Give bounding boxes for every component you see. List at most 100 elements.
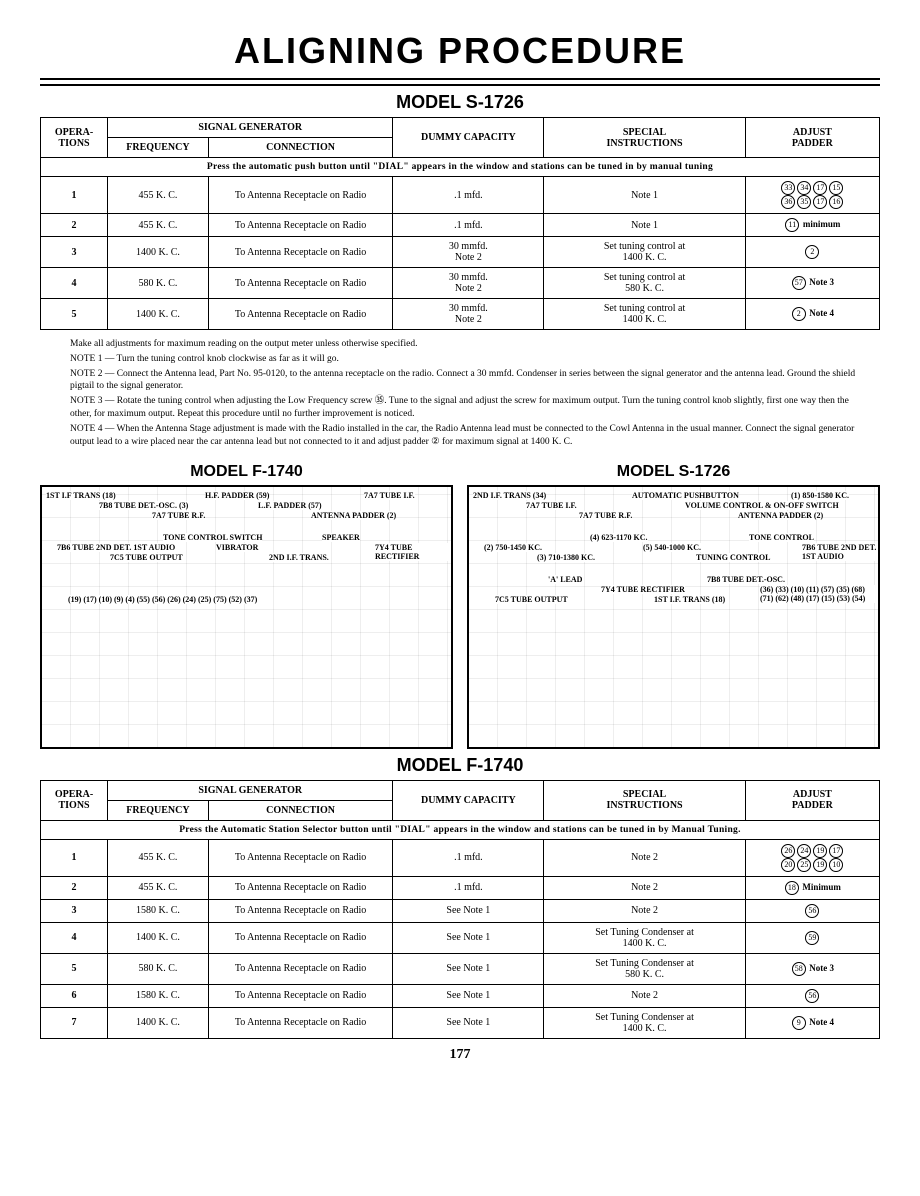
diagram-label: H.F. PADDER (59)	[205, 491, 269, 500]
th-special: SPECIALINSTRUCTIONS	[544, 118, 745, 158]
table-row: 2455 K. C.To Antenna Receptacle on Radio…	[41, 214, 880, 237]
table-cell: 3	[41, 237, 108, 268]
diagram-label: 7B8 TUBE DET.-OSC.	[707, 575, 785, 584]
table-cell: 30 mmfd.Note 2	[393, 299, 544, 330]
adjust-padder-cell: 59	[745, 922, 879, 953]
adjust-padder-cell: 58 Note 3	[745, 953, 879, 984]
model-s1726-title: MODEL S-1726	[40, 92, 880, 113]
adjust-padder-cell: 2	[745, 237, 879, 268]
table-cell: 455 K. C.	[108, 876, 209, 899]
note-item: NOTE 4 — When the Antenna Stage adjustme…	[70, 423, 860, 449]
padder-circle: 58	[792, 962, 806, 976]
th-operations-2: OPERA-TIONS	[41, 780, 108, 820]
table-cell: .1 mfd.	[393, 214, 544, 237]
table-cell: 30 mmfd.Note 2	[393, 268, 544, 299]
table-cell: To Antenna Receptacle on Radio	[208, 984, 393, 1007]
banner-s1726: Press the automatic push button until "D…	[41, 158, 880, 177]
diagram-label: ANTENNA PADDER (2)	[738, 511, 823, 520]
table-cell: To Antenna Receptacle on Radio	[208, 237, 393, 268]
diagram-label: (3) 710-1380 KC.	[537, 553, 595, 562]
padder-circle: 9	[792, 1016, 806, 1030]
table-cell: 1400 K. C.	[108, 922, 209, 953]
padder-circle: 36	[781, 195, 795, 209]
note-label: NOTE 1 —	[70, 354, 114, 364]
table-cell: Set Tuning Condenser at1400 K. C.	[544, 922, 745, 953]
table-row: 4580 K. C.To Antenna Receptacle on Radio…	[41, 268, 880, 299]
padder-circle: 33	[781, 181, 795, 195]
diagram-left: 1ST I.F TRANS (18)7B8 TUBE DET.-OSC. (3)…	[40, 485, 453, 749]
table-cell: To Antenna Receptacle on Radio	[208, 876, 393, 899]
diagram-label: (2) 750-1450 KC.	[484, 543, 542, 552]
padder-text: Note 4	[809, 1017, 834, 1027]
table-cell: Note 1	[544, 177, 745, 214]
diagram-label: L.F. PADDER (57)	[258, 501, 322, 510]
table-s1726: OPERA-TIONS SIGNAL GENERATOR DUMMY CAPAC…	[40, 117, 880, 330]
diagram-label: (36) (33) (10) (11) (57) (35) (68) (71) …	[760, 585, 878, 603]
diagram-label: TONE CONTROL	[749, 533, 814, 542]
padder-circle: 17	[829, 844, 843, 858]
table-cell: 1	[41, 177, 108, 214]
model-f1740-title: MODEL F-1740	[40, 755, 880, 776]
table-cell: To Antenna Receptacle on Radio	[208, 214, 393, 237]
diagram-right-title: MODEL S-1726	[467, 463, 880, 481]
padder-circle: 56	[805, 989, 819, 1003]
padder-circle: 25	[797, 858, 811, 872]
diagram-label: SPEAKER	[322, 533, 360, 542]
table-cell: Note 2	[544, 899, 745, 922]
padder-circle: 10	[829, 858, 843, 872]
adjust-padder-cell: 56	[745, 899, 879, 922]
diagram-label: 7Y4 TUBE RECTIFIER	[375, 543, 451, 561]
adjust-padder-cell: 2624191720251910	[745, 839, 879, 876]
table-cell: To Antenna Receptacle on Radio	[208, 268, 393, 299]
padder-circle: 24	[797, 844, 811, 858]
adjust-padder-cell: 56	[745, 984, 879, 1007]
table-cell: 1580 K. C.	[108, 899, 209, 922]
diagram-label: 7C5 TUBE OUTPUT	[495, 595, 568, 604]
table-cell: Set tuning control at1400 K. C.	[544, 299, 745, 330]
diagram-label: AUTOMATIC PUSHBUTTON	[632, 491, 739, 500]
diagram-label: (19) (17) (10) (9) (4) (55) (56) (26) (2…	[68, 595, 257, 604]
padder-circle: 18	[785, 881, 799, 895]
table-cell: To Antenna Receptacle on Radio	[208, 1007, 393, 1038]
notes-s1726: Make all adjustments for maximum reading…	[70, 338, 860, 449]
table-cell: 1400 K. C.	[108, 1007, 209, 1038]
table-cell: Set tuning control at580 K. C.	[544, 268, 745, 299]
th-signal-generator-2: SIGNAL GENERATOR	[108, 780, 393, 800]
table-cell: 1	[41, 839, 108, 876]
adjust-padder-cell: 57 Note 3	[745, 268, 879, 299]
padder-circle: 15	[829, 181, 843, 195]
table-cell: Note 2	[544, 984, 745, 1007]
table-row: 41400 K. C.To Antenna Receptacle on Radi…	[41, 922, 880, 953]
table-cell: 4	[41, 268, 108, 299]
padder-circle: 34	[797, 181, 811, 195]
table-cell: Set Tuning Condenser at580 K. C.	[544, 953, 745, 984]
diagram-label: 1ST I.F TRANS (18)	[46, 491, 116, 500]
table-cell: To Antenna Receptacle on Radio	[208, 839, 393, 876]
table-f1740: OPERA-TIONS SIGNAL GENERATOR DUMMY CAPAC…	[40, 780, 880, 1039]
diagram-label: TUNING CONTROL	[696, 553, 770, 562]
table-cell: 455 K. C.	[108, 214, 209, 237]
diagram-label: 2ND I.F. TRANS.	[269, 553, 329, 562]
padder-circle: 56	[805, 904, 819, 918]
table-cell: 30 mmfd.Note 2	[393, 237, 544, 268]
diagram-label: 7A7 TUBE I.F.	[526, 501, 577, 510]
table-cell: To Antenna Receptacle on Radio	[208, 953, 393, 984]
diagrams-row: MODEL F-1740 1ST I.F TRANS (18)7B8 TUBE …	[40, 463, 880, 749]
note-label: NOTE 3 —	[70, 396, 114, 406]
padder-circle: 11	[785, 218, 799, 232]
diagram-label: 1ST I.F. TRANS (18)	[654, 595, 725, 604]
table-cell: To Antenna Receptacle on Radio	[208, 299, 393, 330]
table-row: 2455 K. C.To Antenna Receptacle on Radio…	[41, 876, 880, 899]
padder-text: Note 4	[809, 308, 834, 318]
padder-circle: 2	[805, 245, 819, 259]
table-cell: See Note 1	[393, 899, 544, 922]
diagram-label: 'A' LEAD	[548, 575, 582, 584]
table-row: 1455 K. C.To Antenna Receptacle on Radio…	[41, 839, 880, 876]
table-cell: 6	[41, 984, 108, 1007]
padder-circle: 59	[805, 931, 819, 945]
table-cell: .1 mfd.	[393, 876, 544, 899]
diagram-left-title: MODEL F-1740	[40, 463, 453, 481]
table-cell: 2	[41, 876, 108, 899]
table-cell: 7	[41, 1007, 108, 1038]
diagram-label: VOLUME CONTROL & ON-OFF SWITCH	[685, 501, 839, 510]
